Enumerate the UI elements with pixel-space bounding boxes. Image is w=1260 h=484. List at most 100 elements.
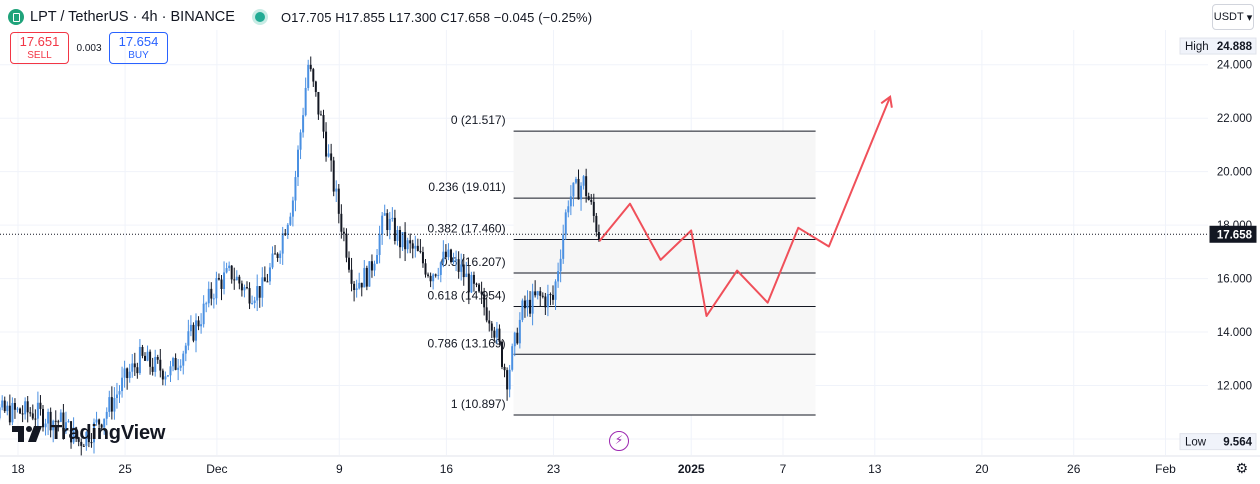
candle-body [493, 330, 496, 338]
currency-selector[interactable]: USDT ▾ [1212, 4, 1254, 30]
candle-body [574, 178, 577, 183]
sell-label: SELL [27, 50, 52, 61]
candle-body [587, 196, 590, 200]
candle-body [386, 213, 389, 231]
candle-body [80, 441, 83, 446]
candle-body [340, 213, 343, 232]
candle-body [57, 421, 60, 423]
price-axis[interactable]: 10.00012.00014.00016.00018.00020.00022.0… [1179, 37, 1257, 451]
candle-body [279, 253, 282, 258]
candle-body [36, 402, 39, 419]
candle-body [75, 427, 78, 439]
candle-body [19, 408, 22, 414]
sell-button[interactable]: 17.651 SELL [10, 32, 69, 64]
candle-body [541, 295, 544, 297]
candle-body [365, 267, 368, 287]
candle-body [108, 397, 111, 412]
candle-body [154, 356, 157, 372]
candle-body [544, 296, 547, 308]
candle-body [297, 149, 299, 178]
candle-body [54, 420, 57, 422]
flash-icon[interactable]: ⚡ [609, 431, 629, 451]
candle-body [159, 359, 162, 371]
x-tick-label: 23 [547, 462, 561, 476]
price-badge [1179, 37, 1257, 55]
candle-body [87, 431, 90, 443]
candle-body [77, 438, 80, 442]
candle-body [401, 232, 404, 248]
candle-body [95, 419, 98, 423]
candle-body [546, 294, 549, 308]
candle-body [85, 431, 88, 446]
fib-level-label: 0.618 (14.954) [428, 289, 506, 303]
candle-body [393, 217, 396, 241]
candle-body [508, 369, 511, 390]
symbol-title[interactable]: LPT / TetherUS · 4h · BINANCE [30, 9, 235, 25]
gear-icon[interactable]: ⚙ [1235, 460, 1248, 476]
candle-body [62, 412, 65, 432]
time-axis[interactable]: 18 25 Dec 9 16 23 2025 7 13 20 26 Feb [0, 455, 1260, 476]
fibonacci-retracement[interactable]: 0 (21.517) 0.236 (19.011) 0.382 (17.460) 0.… [428, 113, 816, 416]
candle-body [72, 427, 75, 443]
candle-body [307, 64, 310, 88]
candle-body [304, 87, 307, 116]
candle-body [396, 230, 399, 241]
candle-body [381, 215, 384, 235]
candle-body [554, 281, 557, 300]
candle-body [378, 234, 381, 255]
chart-header: LPT / TetherUS · 4h · BINANCE O17.705 H1… [8, 6, 592, 28]
candle-body [404, 232, 407, 250]
candle-body [309, 64, 312, 70]
candle-body [100, 424, 103, 428]
candle-body [391, 217, 394, 219]
candle-body [253, 300, 256, 303]
x-tick-label: Dec [206, 462, 227, 476]
candle-body [483, 294, 486, 308]
candle-body [312, 69, 315, 82]
candle-body [345, 233, 348, 258]
candle-body [432, 274, 435, 282]
candle-body [518, 319, 521, 344]
candle-body [434, 274, 437, 276]
candle-body [419, 250, 422, 253]
candle-body [534, 291, 537, 296]
candle-body [251, 302, 254, 304]
candle-body [151, 366, 154, 372]
candle-body [225, 268, 228, 273]
candle-body [128, 371, 131, 379]
candle-body [503, 366, 506, 371]
candle-body [210, 288, 213, 299]
candle-body [478, 284, 481, 292]
candle-body [220, 279, 223, 289]
candle-body [166, 375, 169, 377]
candle-body [29, 412, 32, 414]
candle-body [460, 264, 463, 272]
candle-body [319, 114, 322, 116]
candle-body [248, 288, 251, 304]
fib-zone [513, 354, 816, 415]
fib-zone [513, 198, 816, 240]
candle-body [355, 288, 358, 290]
price-badge [1179, 433, 1257, 451]
candle-body [327, 153, 330, 157]
candle-body [31, 413, 34, 419]
candle-body [1, 400, 4, 408]
candle-body [470, 274, 473, 293]
candle-body [223, 272, 226, 289]
x-tick-label: Feb [1155, 462, 1176, 476]
candle-body [121, 377, 124, 392]
fib-zone [513, 131, 816, 199]
price-badge [1209, 225, 1257, 243]
candle-body [16, 408, 19, 410]
candle-body [506, 370, 509, 390]
fib-zone [513, 306, 816, 355]
candle-body [230, 265, 233, 280]
candle-body [592, 201, 595, 216]
candle-body [414, 245, 417, 249]
buy-button[interactable]: 17.654 BUY [109, 32, 168, 64]
candle-body [174, 358, 177, 370]
trade-buttons: 17.651 SELL 0.003 17.654 BUY [10, 32, 168, 64]
y-tick-label: 24.000 [1217, 60, 1252, 72]
brand-name: TradingView [50, 422, 166, 444]
